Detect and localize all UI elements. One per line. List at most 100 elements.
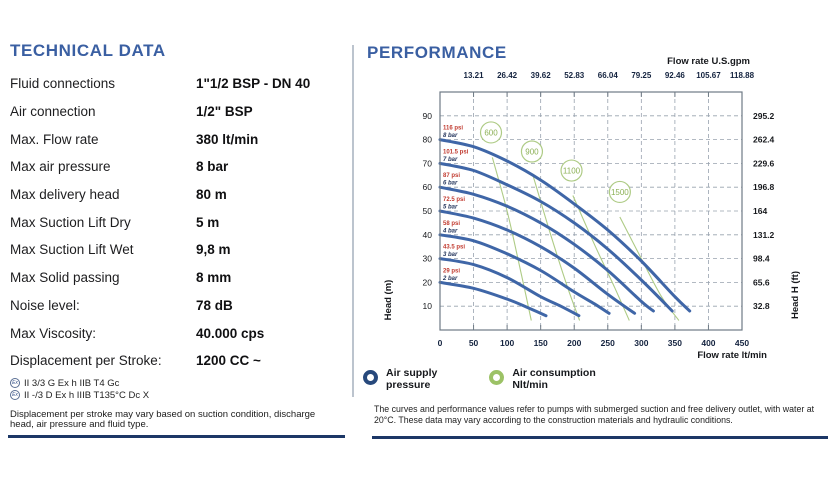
- x-bottom-axis-title: Flow rate lt/min: [697, 350, 767, 361]
- psi-label: 58 psi: [443, 221, 460, 227]
- spec-label: Max Solid passing: [10, 270, 120, 286]
- bar-label: 8 bar: [443, 133, 458, 139]
- legend-item: Air consumption Nlt/min: [489, 367, 596, 391]
- y-tick-label-ft: 65.6: [753, 277, 770, 287]
- air-consumption-value: 1500: [611, 188, 629, 197]
- y-left-axis-title: Head (m): [383, 280, 394, 321]
- y-tick-label-ft: 295.2: [753, 111, 775, 121]
- bar-label: 6 bar: [443, 181, 458, 187]
- pressure-curve: [438, 138, 692, 313]
- spec-value: 1200 CC ~: [196, 353, 261, 369]
- psi-label: 116 psi: [443, 126, 463, 132]
- x-tick-label-gpm: 66.04: [598, 71, 619, 80]
- air-consumption-bubble: [608, 180, 631, 204]
- bar-label: 2 bar: [442, 276, 458, 282]
- pressure-curve: [438, 233, 611, 315]
- psi-label: 101.5 psi: [443, 149, 469, 155]
- spec-label: Fluid connections: [10, 76, 116, 92]
- x-tick-label-gpm: 79.25: [631, 71, 652, 80]
- pressure-curve: [438, 209, 637, 315]
- y-tick-label-m: 80: [423, 135, 433, 145]
- x-tick-label-lt: 450: [735, 338, 749, 348]
- technical-data-section: TECHNICAL DATA Fluid connections 1"1/2 BS…: [10, 42, 346, 431]
- air-consumption-value: 900: [525, 147, 539, 156]
- air-consumption-line: [532, 176, 581, 321]
- atex-ex-icon: Ex: [10, 390, 20, 401]
- y-right-axis-title: Head H (ft): [790, 271, 801, 319]
- left-bottom-rule: [8, 435, 345, 438]
- y-tick-label-m: 90: [423, 111, 433, 121]
- y-tick-label-ft: 98.4: [753, 254, 770, 264]
- blue-ring-icon: [363, 370, 378, 385]
- spec-row: Fluid connections 1"1/2 BSP - DN 40: [10, 70, 346, 98]
- spec-value: 80 m: [196, 187, 227, 203]
- psi-label: 43.5 psi: [443, 245, 465, 251]
- pressure-curve: [438, 257, 581, 318]
- air-consumption-value: 1100: [563, 166, 581, 175]
- air-consumption-bubble: [560, 159, 583, 182]
- plot-border: [439, 91, 743, 331]
- spec-value: 5 m: [196, 214, 220, 230]
- y-tick-label-ft: 164: [753, 206, 767, 216]
- bar-label: 5 bar: [443, 205, 458, 211]
- bar-label: 7 bar: [443, 157, 458, 163]
- spec-row: Max air pressure 8 bar: [10, 153, 346, 181]
- y-tick-label-m: 20: [423, 277, 433, 287]
- spec-row: Displacement per Stroke: 1200 CC ~: [10, 347, 346, 375]
- air-consumption-value: 600: [484, 128, 498, 137]
- y-tick-label-m: 50: [423, 206, 433, 216]
- atex-line: Ex II 3/3 G Ex h IIB T4 Gc: [10, 378, 346, 389]
- y-tick-label-m: 10: [423, 301, 433, 311]
- y-tick-label-m: 40: [423, 230, 433, 240]
- psi-label: 72.5 psi: [443, 197, 465, 203]
- x-tick-label-lt: 350: [668, 338, 682, 348]
- spec-value: 78 dB: [196, 297, 233, 313]
- atex-ex-icon: Ex: [10, 378, 20, 389]
- x-tick-label-gpm: 26.42: [497, 71, 518, 80]
- spec-label: Max Viscosity:: [10, 325, 97, 341]
- atex-line: Ex II -/3 D Ex h IIIB T135°C Dc X: [10, 390, 346, 401]
- spec-label: Noise level:: [10, 297, 80, 313]
- atex-text: II 3/3 G Ex h IIB T4 Gc: [24, 377, 120, 389]
- spec-table: Fluid connections 1"1/2 BSP - DN 40 Air co…: [10, 70, 346, 375]
- x-tick-label-lt: 100: [500, 338, 514, 348]
- y-tick-label-ft: 32.8: [753, 301, 770, 311]
- spec-value: 8 bar: [196, 159, 229, 175]
- spec-value: 1/2" BSP: [196, 104, 253, 120]
- displacement-note: Displacement per stroke may vary based o…: [10, 408, 316, 431]
- x-tick-label-lt: 300: [634, 338, 648, 348]
- spec-value: 1"1/2 BSP - DN 40: [196, 76, 311, 92]
- x-tick-label-lt: 0: [438, 338, 443, 348]
- x-tick-label-lt: 400: [701, 338, 715, 348]
- x-tick-label-gpm: 105.67: [696, 71, 721, 80]
- spec-label: Max delivery head: [10, 187, 120, 203]
- x-tick-label-lt: 250: [601, 338, 615, 348]
- x-top-axis-title: Flow rate U.S.gpm: [667, 56, 750, 67]
- atex-certifications: Ex II 3/3 G Ex h IIB T4 Gc Ex II -/3 D Ex h…: [10, 378, 346, 401]
- green-ring-icon: [489, 370, 505, 385]
- spec-row: Noise level: 78 dB: [10, 292, 346, 320]
- column-divider: [352, 45, 354, 397]
- spec-row: Max Suction Lift Wet 9,8 m: [10, 236, 346, 264]
- spec-row: Max. Flow rate 380 lt/min: [10, 125, 346, 153]
- y-tick-label-m: 30: [423, 254, 433, 264]
- x-tick-label-lt: 200: [567, 338, 581, 348]
- y-tick-label-ft: 196.8: [753, 182, 775, 192]
- spec-row: Max Suction Lift Dry 5 m: [10, 208, 346, 236]
- performance-title: PERFORMANCE: [367, 43, 507, 62]
- performance-note: The curves and performance values refer …: [374, 404, 815, 425]
- pressure-curve: [438, 161, 674, 313]
- chart-legend: Air supply pressure Air consumption Nlt/min: [363, 367, 648, 391]
- bar-label: 3 bar: [443, 252, 458, 258]
- spec-value: 8 mm: [196, 270, 232, 286]
- air-consumption-bubble: [520, 140, 544, 163]
- x-tick-label-gpm: 92.46: [665, 71, 686, 80]
- psi-label: 87 psi: [443, 173, 460, 179]
- atex-text: II -/3 D Ex h IIIB T135°C Dc X: [24, 389, 150, 401]
- pressure-curve: [438, 280, 548, 318]
- spec-value: 9,8 m: [196, 242, 231, 258]
- spec-value: 40.000 cps: [196, 325, 265, 341]
- legend-item: Air supply pressure: [363, 367, 437, 391]
- right-bottom-rule: [372, 436, 828, 439]
